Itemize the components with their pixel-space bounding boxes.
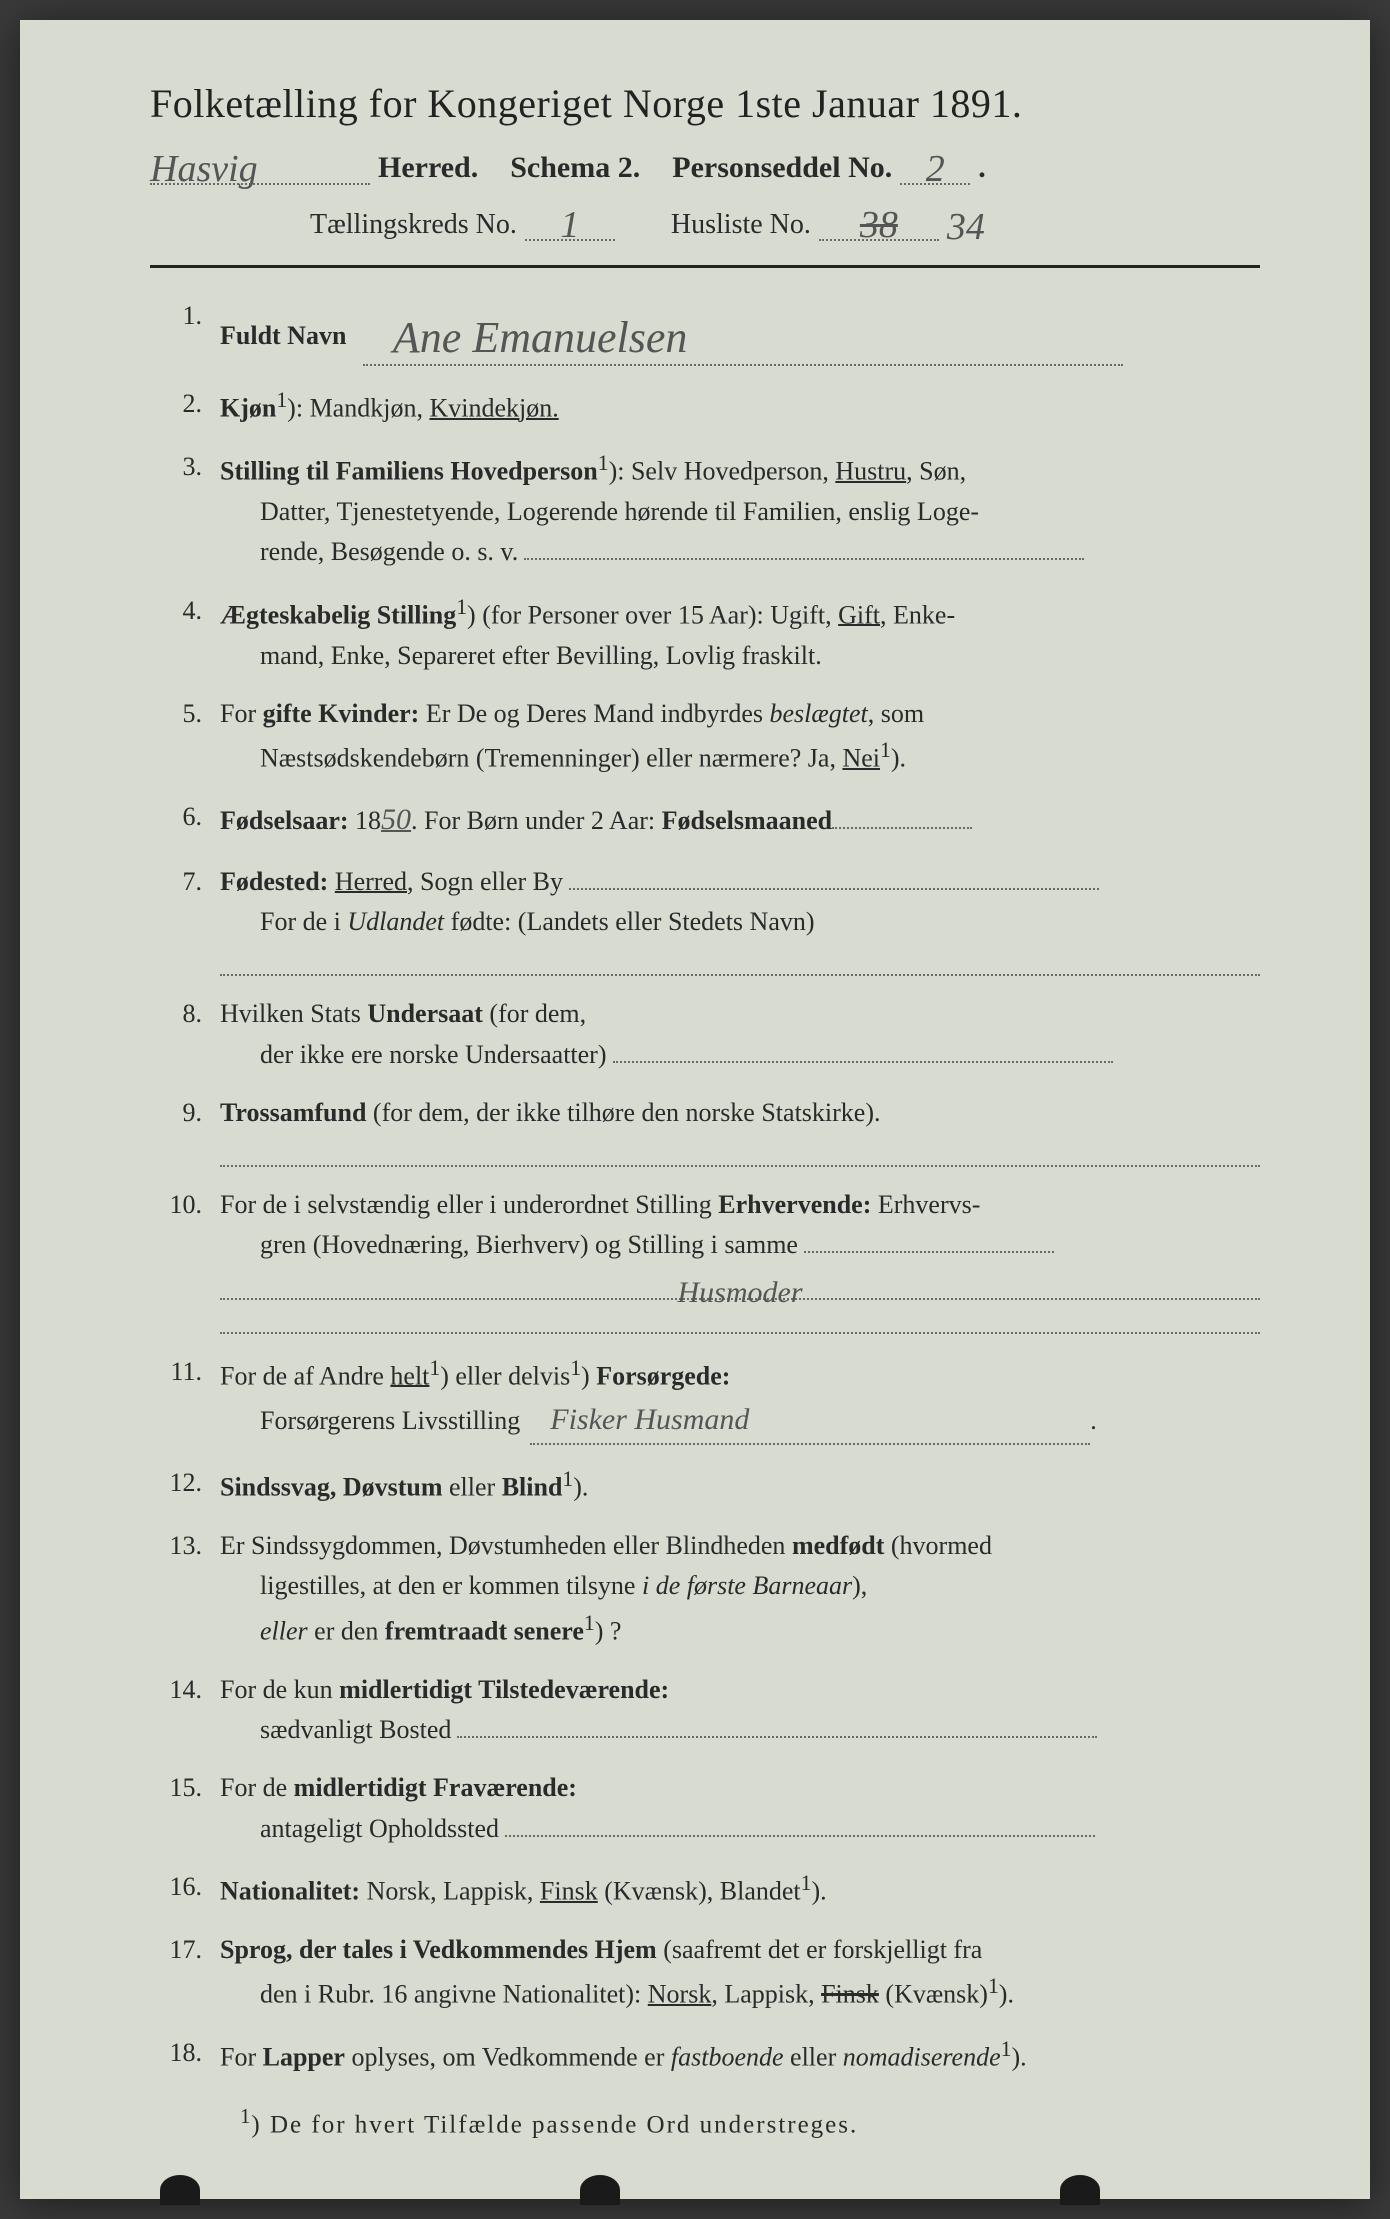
item-2: 2. Kjøn1): Mandkjøn, Kvindekjøn. [150,384,1260,429]
item-13: 13. Er Sindssygdommen, Døvstumheden elle… [150,1526,1260,1652]
item-1: 1. Fuldt Navn Ane Emanuelsen [150,296,1260,366]
census-form-page: Folketælling for Kongeriget Norge 1ste J… [20,20,1370,2199]
occupation-handwritten: Husmoder [678,1276,803,1309]
full-name-handwritten: Ane Emanuelsen [363,313,687,362]
divider [150,265,1260,268]
item-7: 7. Fødested: Herred, Sogn eller By For d… [150,862,1260,977]
page-tear [160,2175,200,2205]
item-16: 16. Nationalitet: Norsk, Lappisk, Finsk … [150,1867,1260,1912]
herred-handwritten: Hasvig [150,148,258,190]
item-5: 5. For gifte Kvinder: Er De og Deres Man… [150,694,1260,779]
item-17: 17. Sprog, der tales i Vedkommendes Hjem… [150,1930,1260,2015]
herred-label: Herred. [378,151,478,185]
husliste-label: Husliste No. [671,209,811,241]
provider-handwritten: Fisker Husmand [530,1403,749,1436]
item-8: 8. Hvilken Stats Undersaat (for dem, der… [150,994,1260,1075]
item-12: 12. Sindssvag, Døvstum eller Blind1). [150,1463,1260,1508]
personseddel-no: 2 [926,148,945,190]
item-14: 14. For de kun midlertidigt Tilstedevære… [150,1670,1260,1751]
item-9: 9. Trossamfund (for dem, der ikke tilhør… [150,1093,1260,1167]
form-title: Folketælling for Kongeriget Norge 1ste J… [150,80,1260,127]
item-18: 18. For Lapper oplyses, om Vedkommende e… [150,2033,1260,2078]
personseddel-label: Personseddel No. [672,151,892,185]
header-row-1: Hasvig Herred. Schema 2. Personseddel No… [150,139,1260,185]
husliste-no: 34 [947,205,985,249]
page-tear [580,2175,620,2205]
header-row-2: Tællingskreds No. 1 Husliste No. 38 34 [150,195,1260,241]
schema-label: Schema 2. [510,151,640,185]
taellingskreds-no: 1 [560,204,579,246]
page-tear [1060,2175,1100,2205]
husliste-no-strike: 38 [860,204,898,246]
footnote: 1) De for hvert Tilfælde passende Ord un… [150,2104,1260,2139]
birth-year-handwritten: 50 [381,803,411,836]
item-6: 6. Fødselsaar: 1850. For Børn under 2 Aa… [150,797,1260,844]
item-15: 15. For de midlertidigt Fraværende: anta… [150,1768,1260,1849]
item-4: 4. Ægteskabelig Stilling1) (for Personer… [150,591,1260,676]
item-11: 11. For de af Andre helt1) eller delvis1… [150,1352,1260,1445]
item-10: 10. For de i selvstændig eller i underor… [150,1185,1260,1334]
item-3: 3. Stilling til Familiens Hovedperson1):… [150,447,1260,573]
period: . [978,151,986,185]
taellingskreds-label: Tællingskreds No. [310,209,517,241]
